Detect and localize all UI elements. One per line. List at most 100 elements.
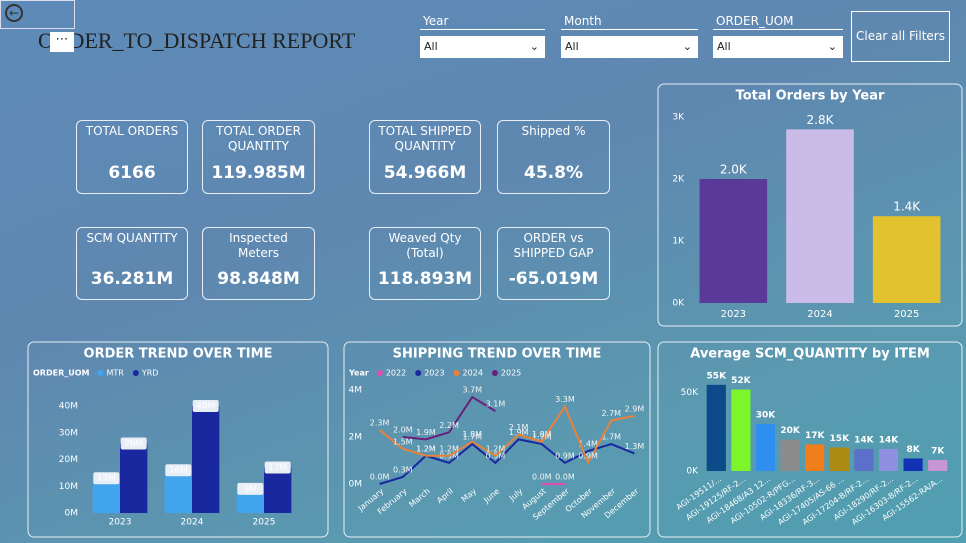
back-button[interactable]: ←: [0, 0, 75, 29]
data-label: 1.4M: [578, 440, 598, 449]
data-label: 1.2M: [439, 444, 459, 453]
kpi-card: Inspected Meters 98.848M: [202, 227, 315, 300]
chart-panel: [27, 341, 329, 538]
bar: [786, 129, 854, 303]
kpi-card: TOTAL SHIPPED QUANTITY 54.966M: [369, 120, 481, 194]
data-label: 1.8M: [462, 430, 482, 439]
kpi-label: TOTAL SHIPPED QUANTITY: [378, 124, 472, 153]
bar: [731, 389, 751, 471]
filter-select[interactable]: All ⌄: [420, 36, 545, 58]
line: [379, 438, 635, 485]
bar: [780, 439, 800, 471]
data-label: 30K: [756, 411, 777, 421]
data-label: 2.9M: [625, 404, 645, 413]
x-tick-label: 2023: [721, 309, 746, 320]
data-label: 15K: [830, 434, 851, 444]
legend-marker: [453, 370, 460, 376]
x-tick-label: April: [435, 487, 455, 506]
y-tick-label: 4M: [349, 386, 363, 396]
filter-select[interactable]: All ⌄: [561, 36, 698, 58]
y-tick-label: 0K: [686, 467, 699, 477]
chart-title: Total Orders by Year: [736, 89, 885, 104]
data-label: 3.1M: [486, 400, 506, 409]
filter[interactable]: Year All ⌄: [420, 14, 545, 58]
kpi-card: TOTAL ORDERS 6166: [76, 120, 188, 194]
bar: [164, 470, 192, 513]
y-tick-label: 40M: [59, 402, 78, 412]
x-tick-label: July: [507, 486, 525, 503]
data-label: 1.3M: [625, 442, 645, 451]
data-label: 40M: [196, 402, 215, 412]
data-label-bg: [165, 464, 192, 477]
filter-value: All: [565, 40, 579, 53]
kpi-card: TOTAL ORDER QUANTITY 119.985M: [202, 120, 315, 194]
filter[interactable]: Month All ⌄: [561, 14, 698, 58]
legend-label: MTR: [106, 369, 124, 378]
filter[interactable]: ORDER_UOM All ⌄: [713, 14, 843, 58]
data-label: 1.7M: [532, 433, 552, 442]
bar: [192, 406, 220, 513]
data-label: 2.0M: [393, 426, 413, 435]
y-tick-label: 2K: [672, 175, 685, 185]
y-tick-label: 3K: [672, 113, 685, 123]
kpi-value: 118.893M: [377, 269, 473, 289]
legend-marker: [491, 370, 498, 376]
bar: [878, 449, 899, 471]
legend-label: YRD: [141, 369, 159, 378]
x-tick-label: 2024: [181, 518, 204, 528]
y-tick-label: 50K: [681, 388, 699, 398]
y-tick-label: 10M: [59, 482, 78, 492]
kpi-label: SCM QUANTITY: [86, 231, 178, 245]
data-label: 0.9M: [555, 451, 575, 460]
data-label: 14K: [879, 436, 900, 446]
report-title: ORDER_TO_DISPATCH REPORT: [38, 28, 356, 53]
filter-label: Year: [420, 14, 545, 30]
kpi-value: -65.019M: [508, 269, 599, 289]
line: [378, 404, 635, 466]
line: [402, 395, 496, 441]
data-label: 9M: [244, 484, 258, 494]
data-label: 13M: [97, 474, 116, 484]
bar: [699, 179, 768, 303]
data-label-bg: [120, 437, 147, 450]
data-label: 2.2M: [439, 421, 459, 430]
bar: [264, 467, 292, 513]
legend-label: 2025: [501, 369, 521, 378]
legend-title: Year: [348, 369, 369, 378]
bar: [805, 444, 825, 471]
filter-select[interactable]: All ⌄: [713, 36, 843, 58]
y-tick-label: 0M: [349, 480, 363, 490]
bar: [829, 447, 849, 471]
data-label: 1.7M: [601, 433, 621, 442]
kpi-value: 6166: [108, 163, 156, 183]
data-label: 1.2M: [416, 444, 436, 453]
x-tick-label: May: [460, 486, 479, 504]
legend-label: 2024: [463, 369, 483, 378]
more-button[interactable]: ⋯: [50, 32, 74, 52]
legend-marker: [376, 370, 383, 376]
y-tick-label: 0M: [65, 509, 79, 519]
x-tick-label: March: [407, 487, 431, 510]
kpi-label: TOTAL ORDER QUANTITY: [216, 124, 301, 153]
y-tick-label: 2M: [349, 433, 363, 443]
kpi-label: Weaved Qty (Total): [388, 231, 462, 260]
legend-marker: [415, 370, 422, 376]
data-label: 8K: [906, 445, 920, 455]
bar: [928, 460, 948, 471]
filter-label: ORDER_UOM: [713, 14, 843, 30]
kpi-value: 36.281M: [90, 269, 174, 289]
kpi-card: ORDER vs SHIPPED GAP -65.019M: [497, 227, 610, 300]
data-label: 0.0M: [555, 473, 575, 482]
data-label: 1.7M: [462, 433, 482, 442]
filter-value: All: [424, 40, 438, 53]
data-label-bg: [264, 461, 291, 474]
chart-panel: [343, 341, 651, 538]
kpi-card: Weaved Qty (Total) 118.893M: [369, 227, 481, 300]
data-label: 2.1M: [509, 423, 529, 432]
legend-marker: [132, 370, 139, 376]
data-label-bg: [237, 482, 264, 495]
chart-panel: [657, 83, 963, 327]
clear-filters-button[interactable]: Clear all Filters: [851, 11, 950, 62]
